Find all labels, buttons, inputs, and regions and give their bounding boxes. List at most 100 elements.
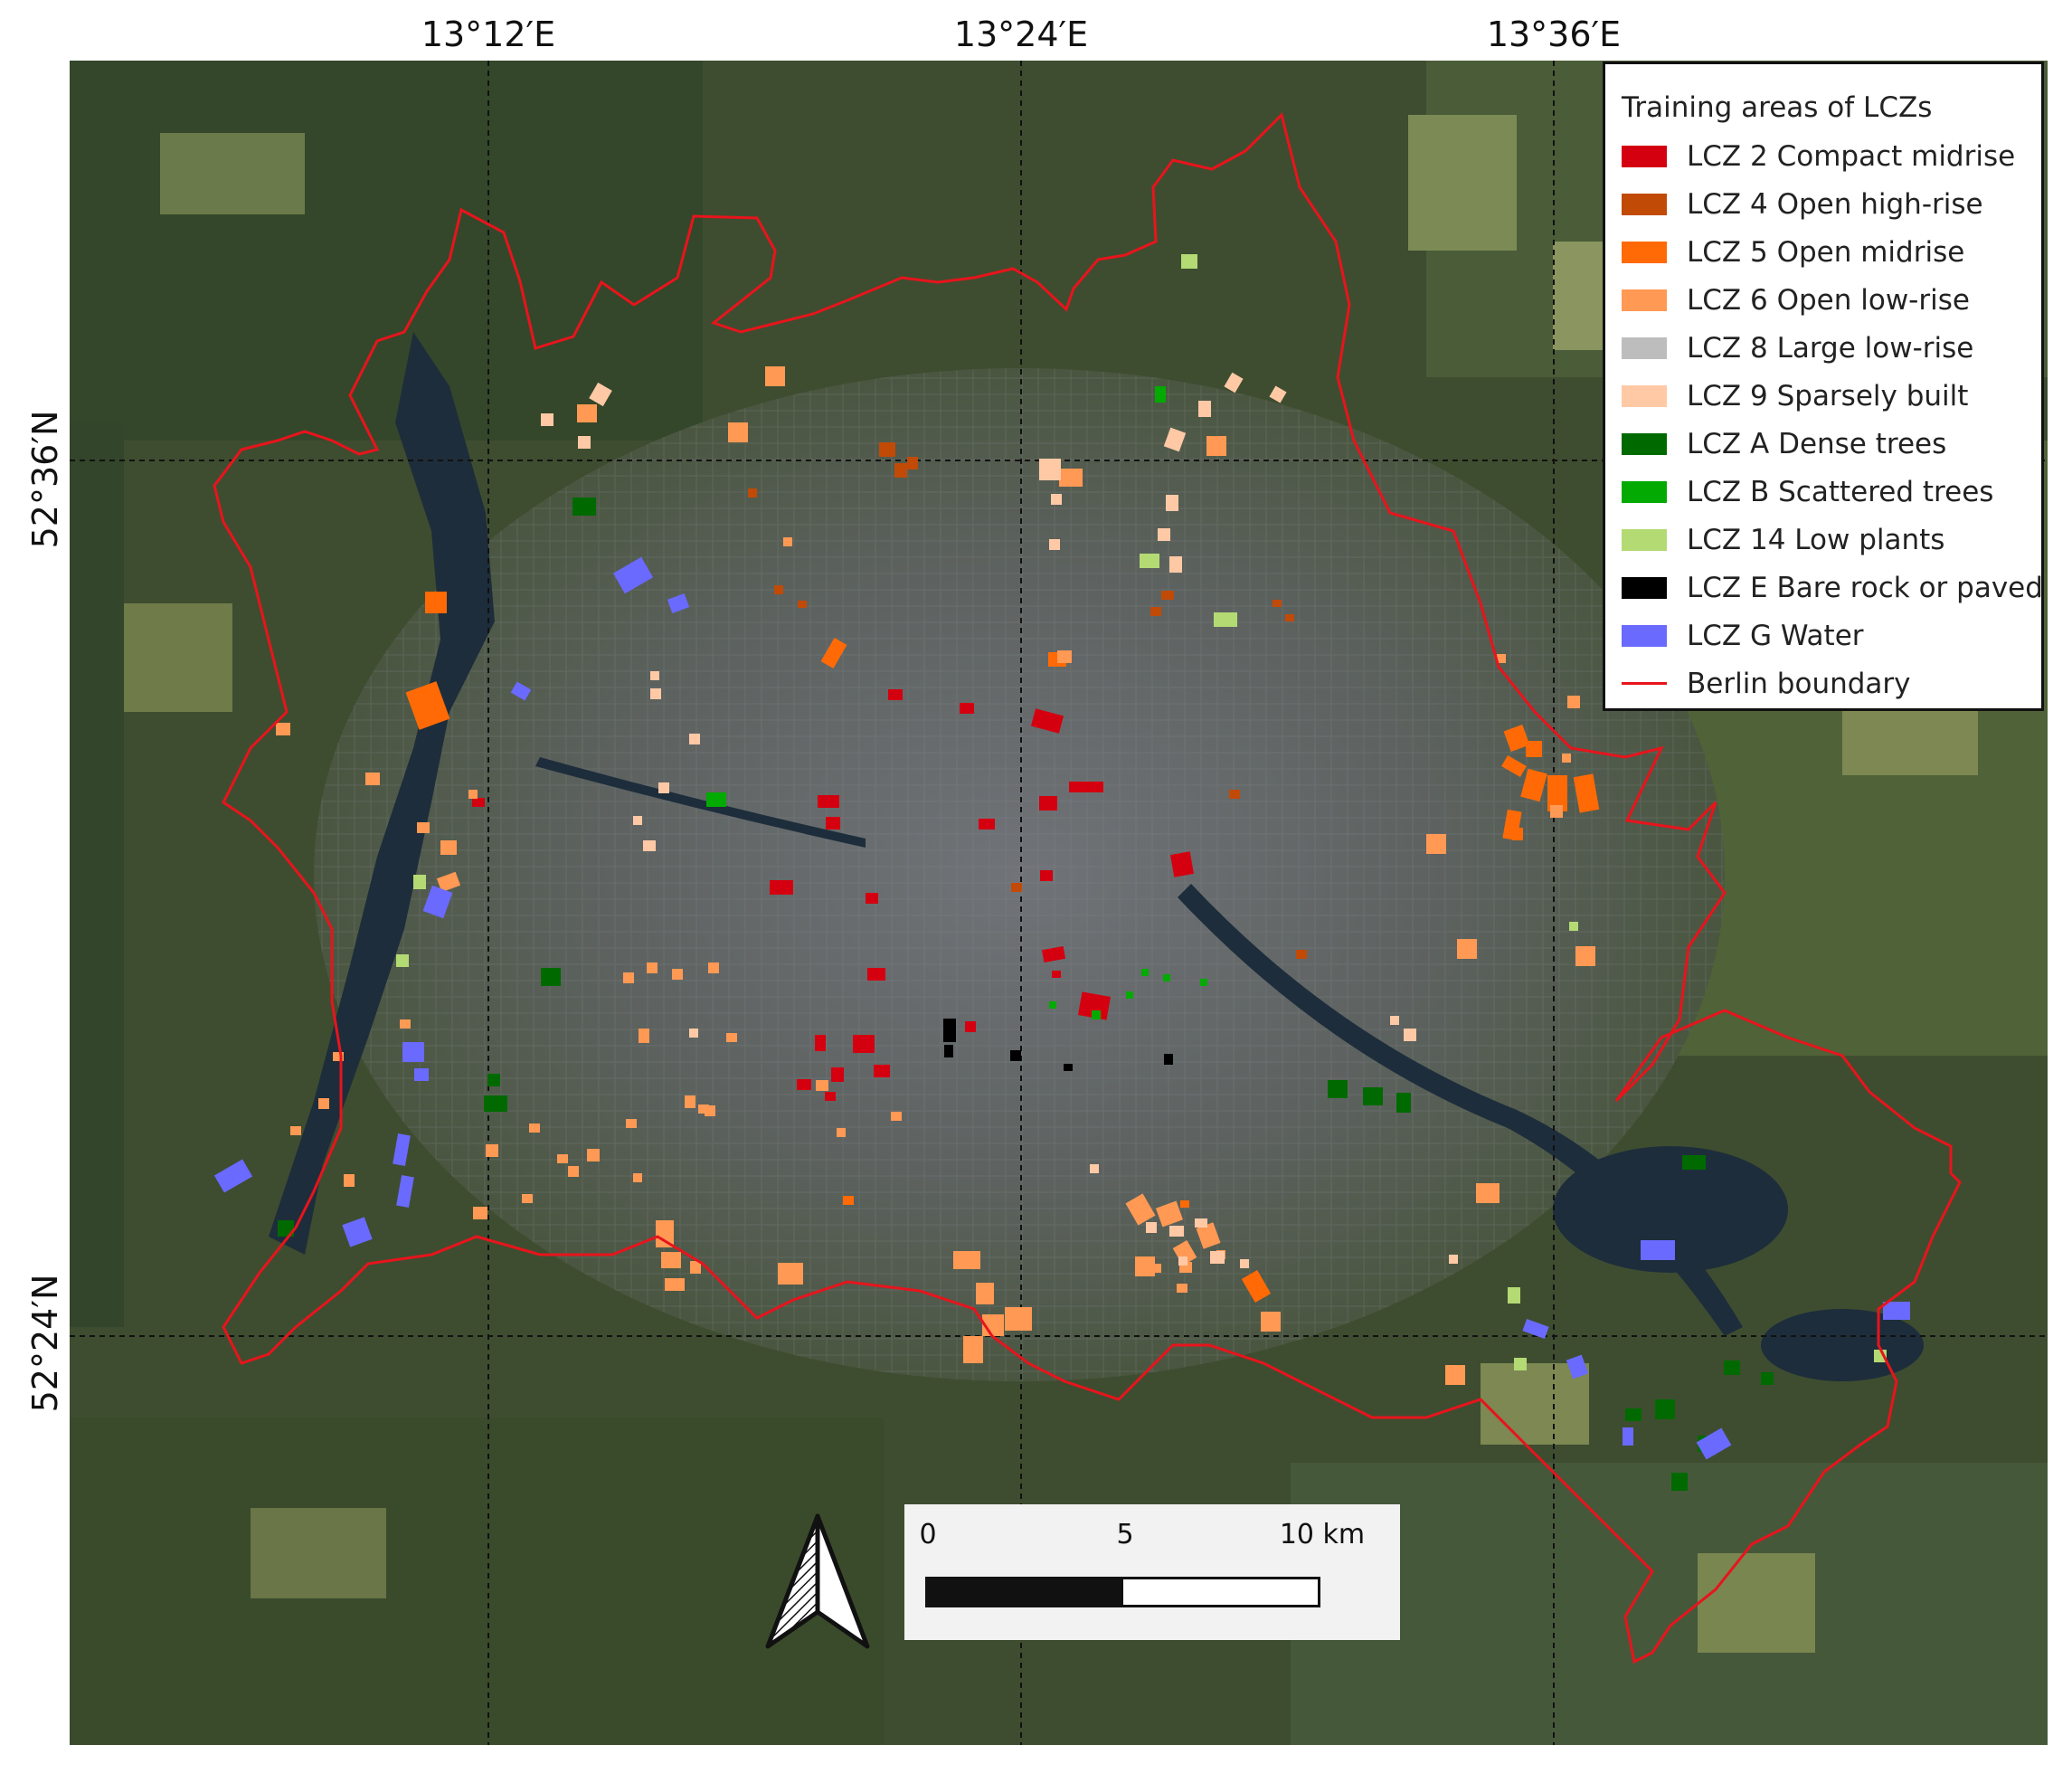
legend-swatch <box>1622 241 1667 263</box>
training-area <box>1172 1239 1197 1266</box>
training-area <box>672 969 683 980</box>
training-area <box>1210 1251 1225 1264</box>
training-area <box>1158 528 1170 541</box>
training-area <box>1206 436 1226 456</box>
legend-swatch <box>1622 682 1667 685</box>
training-area <box>1164 1054 1173 1065</box>
legend-title: Training areas of LCZs <box>1622 91 1933 124</box>
training-area <box>1390 1016 1399 1025</box>
training-area <box>1508 1287 1520 1304</box>
legend-swatch <box>1622 384 1667 407</box>
longitude-label-3: 13°36′E <box>1486 14 1622 54</box>
training-area <box>765 366 785 386</box>
training-area <box>798 601 807 608</box>
training-area <box>1163 974 1170 981</box>
training-area <box>690 1261 701 1274</box>
training-area <box>1181 254 1197 269</box>
training-area <box>647 962 658 973</box>
training-area <box>1161 591 1174 600</box>
training-area <box>1623 1427 1633 1446</box>
training-area <box>417 822 430 833</box>
training-area <box>529 1124 540 1133</box>
training-area <box>816 1080 828 1091</box>
training-area <box>1426 834 1446 854</box>
training-area <box>891 1112 902 1121</box>
water-bodies <box>269 332 1924 1381</box>
training-area <box>1155 1200 1184 1228</box>
training-area <box>1575 946 1595 966</box>
training-area <box>405 681 450 730</box>
training-area <box>1166 495 1178 511</box>
training-area <box>1671 1473 1688 1491</box>
training-area <box>726 1033 737 1042</box>
legend-label: LCZ 2 Compact midrise <box>1687 139 2016 173</box>
longitude-label-1: 13°12′E <box>421 14 556 54</box>
training-area <box>486 1144 498 1157</box>
training-area <box>1396 1093 1411 1113</box>
scale-bar: 0 5 10 km <box>904 1504 1400 1640</box>
legend-item: LCZ E Bare rock or paved <box>1622 564 2043 612</box>
training-area <box>1180 1200 1189 1208</box>
training-area <box>1178 1256 1187 1266</box>
legend-label: LCZ 4 Open high-rise <box>1687 187 1983 221</box>
training-area <box>572 498 596 516</box>
training-area <box>1140 554 1159 568</box>
training-area <box>1141 969 1149 976</box>
training-area <box>797 1079 811 1090</box>
training-area <box>685 1095 695 1108</box>
training-area <box>1566 1354 1589 1380</box>
training-area <box>1090 1164 1099 1173</box>
legend-label: LCZ B Scattered trees <box>1687 475 1994 508</box>
training-area <box>484 1095 507 1112</box>
training-area <box>1457 939 1477 959</box>
training-areas <box>213 254 1910 1491</box>
training-area <box>1363 1087 1383 1105</box>
training-area <box>1092 1010 1101 1019</box>
legend-swatch <box>1622 145 1667 167</box>
training-area <box>318 1098 329 1109</box>
training-area <box>728 422 748 442</box>
training-area <box>1126 991 1133 999</box>
training-area <box>1214 612 1237 627</box>
training-area <box>976 1283 994 1304</box>
training-area <box>705 1105 715 1116</box>
training-area <box>626 1119 637 1128</box>
training-area <box>577 404 597 422</box>
training-area <box>1039 459 1061 480</box>
training-area <box>1051 494 1062 505</box>
training-area <box>643 840 656 851</box>
training-area <box>402 1042 424 1062</box>
legend-item: LCZ G Water <box>1622 612 2025 659</box>
legend-label: LCZ 14 Low plants <box>1687 523 1945 556</box>
training-area <box>344 1174 355 1187</box>
training-area <box>1010 1050 1021 1061</box>
legend-swatch <box>1622 432 1667 455</box>
training-area <box>706 792 726 807</box>
training-area <box>748 488 757 498</box>
training-area <box>1064 1064 1073 1071</box>
legend-label: Berlin boundary <box>1687 667 1911 700</box>
training-area <box>1240 1259 1249 1268</box>
training-area <box>1052 971 1061 978</box>
training-area <box>943 1019 956 1042</box>
training-area <box>436 871 461 893</box>
scale-label-5: 5 <box>1116 1519 1134 1550</box>
berlin-boundary[interactable] <box>213 112 1962 1664</box>
training-area <box>473 1207 487 1219</box>
training-area <box>1655 1399 1675 1419</box>
legend-item: LCZ 14 Low plants <box>1622 516 2025 564</box>
legend-swatch <box>1622 576 1667 599</box>
latitude-label-2: 52°24′N <box>25 1274 65 1413</box>
training-area <box>1150 607 1161 616</box>
legend-item: LCZ 9 Sparsely built <box>1622 372 2025 420</box>
training-area <box>1501 754 1527 778</box>
training-area <box>290 1126 301 1135</box>
training-area <box>522 1194 533 1203</box>
training-area <box>1196 1222 1221 1249</box>
training-area <box>633 1173 642 1182</box>
training-area <box>1569 922 1578 931</box>
training-area <box>541 413 553 426</box>
legend-label: LCZ A Dense trees <box>1687 427 1947 460</box>
training-area <box>1125 1193 1156 1226</box>
training-area <box>866 893 878 904</box>
